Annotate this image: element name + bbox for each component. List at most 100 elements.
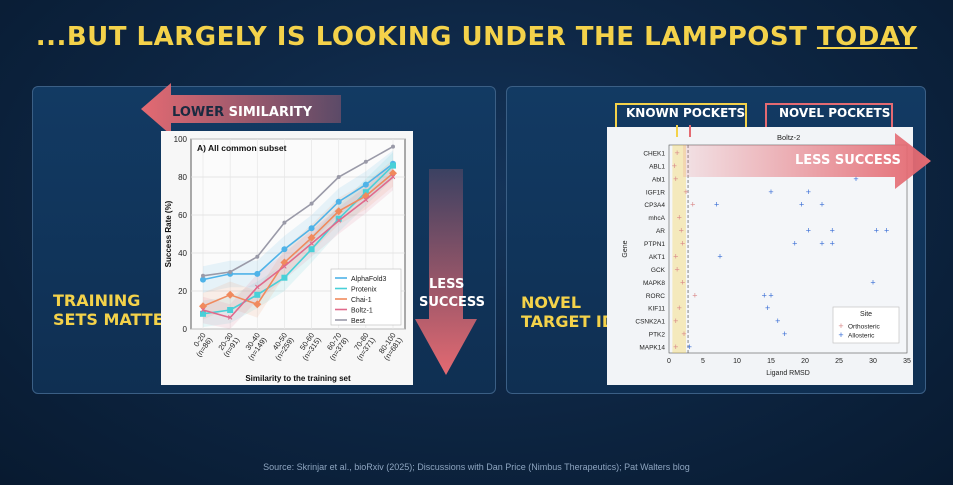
slide-title: ...BUT LARGELY IS LOOKING UNDER THE LAMP… (35, 22, 918, 52)
data-point (363, 159, 368, 164)
scatter-point: + (717, 251, 722, 261)
less-success-right-arrow (683, 133, 931, 189)
x-tick-label: 10 (733, 358, 741, 365)
y-tick-label: GCK (651, 267, 666, 274)
x-tick-label: 30 (869, 358, 877, 365)
scatter-point: + (673, 174, 678, 184)
scatter-point: + (680, 239, 685, 249)
success-rate-chart: 0 20 40 60 80 100 0-20(n=86) 20-30(n=91) 30-40(n… (161, 131, 413, 385)
y-tick-label: ABL1 (649, 163, 665, 170)
data-point (254, 270, 261, 277)
scatter-point: + (870, 277, 875, 287)
data-point (336, 175, 341, 179)
data-point (254, 291, 261, 298)
legend-label: Protenix (351, 287, 377, 294)
y-tick-label: 0 (183, 325, 188, 334)
data-point (253, 300, 262, 309)
scatter-point: + (874, 226, 879, 236)
data-point (227, 307, 234, 313)
scatter-point: + (675, 264, 680, 274)
legend-box (832, 306, 900, 344)
less-word-left: LESS (429, 277, 465, 292)
x-tick-label: 60-70(n=378) (321, 331, 350, 363)
x-tick-label: 40-50(n=259) (267, 331, 296, 363)
scatter-point: + (690, 200, 695, 210)
y-tick-label: MAPK8 (643, 280, 665, 287)
novel-connector (689, 125, 691, 137)
data-point (281, 274, 288, 281)
data-point: × (309, 239, 314, 249)
y-tick-label: mhcA (648, 215, 665, 222)
y-tick-label: 80 (178, 173, 187, 182)
chart-title: A) All common subset (197, 143, 287, 153)
data-point (391, 144, 395, 149)
y-tick-label: PTK2 (649, 332, 666, 339)
confidence-band (203, 163, 393, 329)
known-pockets-label: KNOWN POCKETS (626, 106, 746, 120)
y-tick-label: IGF1R (646, 189, 665, 196)
y-tick-label: CP3A4 (644, 202, 665, 209)
scatter-point: + (677, 213, 682, 223)
y-tick-label: CSNK2A1 (635, 319, 665, 326)
title-underlined-word: TODAY (816, 22, 918, 52)
legend-label: Orthosteric (848, 324, 881, 331)
x-tick-label: 20-30(n=91) (215, 331, 242, 359)
scatter-point: + (680, 277, 685, 287)
novel-label-line2: TARGET ID (521, 312, 616, 331)
y-tick-label: AR (656, 228, 665, 235)
target-panel: KNOWN POCKETS NOVEL POCKETS NOVEL TARGET… (506, 86, 931, 394)
data-point: × (390, 172, 395, 182)
y-axis-label: Success Rate (%) (164, 200, 173, 267)
data-point: × (228, 313, 233, 323)
legend-label: Chai-1 (351, 297, 372, 304)
x-tick-label: 25 (835, 358, 843, 365)
y-tick-label: 20 (178, 287, 187, 296)
data-point (281, 246, 288, 253)
scatter-point: + (819, 200, 824, 210)
legend-title: Site (860, 311, 872, 318)
data-point (309, 201, 314, 206)
scatter-point: + (675, 148, 680, 158)
data-point: × (282, 261, 287, 271)
legend-label: Best (351, 318, 365, 325)
training-label-line1: TRAINING (53, 291, 141, 310)
source-citation: Source: Skrinjar et al., bioRxiv (2025);… (263, 462, 690, 472)
scatter-point: + (673, 342, 678, 352)
series-line-boltz-1 (202, 176, 394, 319)
data-point (280, 258, 289, 267)
novel-pockets-box (765, 103, 893, 127)
y-tick-label: AKT1 (649, 254, 666, 261)
data-point (228, 270, 233, 274)
data-point (201, 273, 205, 278)
scatter-point: + (799, 200, 804, 210)
y-tick-label: 100 (174, 135, 188, 144)
scatter-point: + (692, 290, 697, 300)
data-point (307, 233, 316, 242)
scatter-point: + (673, 316, 678, 326)
x-axis-label: Similarity to the training set (245, 374, 351, 383)
confidence-band (203, 152, 393, 328)
data-point (362, 181, 369, 188)
scatter-point: + (672, 161, 677, 171)
known-pockets-box (615, 103, 747, 127)
data-point (334, 207, 343, 216)
data-point (255, 254, 260, 259)
x-tick-label: 0-20(n=86) (188, 331, 215, 359)
data-point: × (255, 282, 260, 292)
scatter-point: + (714, 200, 719, 210)
x-tick-label: 35 (903, 358, 911, 365)
data-point (389, 169, 397, 178)
novel-label-line1: NOVEL (521, 293, 582, 312)
scatter-point: + (884, 226, 889, 236)
y-tick-label: MAPK14 (639, 345, 665, 352)
scatter-point: + (806, 226, 811, 236)
y-tick-label: PTPN1 (644, 241, 665, 248)
data-point (199, 302, 207, 311)
chart-title: Boltz-2 (777, 133, 800, 142)
y-axis-label: Gene (622, 240, 629, 257)
data-point (282, 220, 287, 225)
less-success-arrow (415, 169, 477, 375)
data-point (200, 310, 206, 317)
training-panel: LOWER SIMILARITY LESS SUCCESS TRAINING S… (32, 83, 496, 394)
x-tick-label: 15 (767, 358, 775, 365)
